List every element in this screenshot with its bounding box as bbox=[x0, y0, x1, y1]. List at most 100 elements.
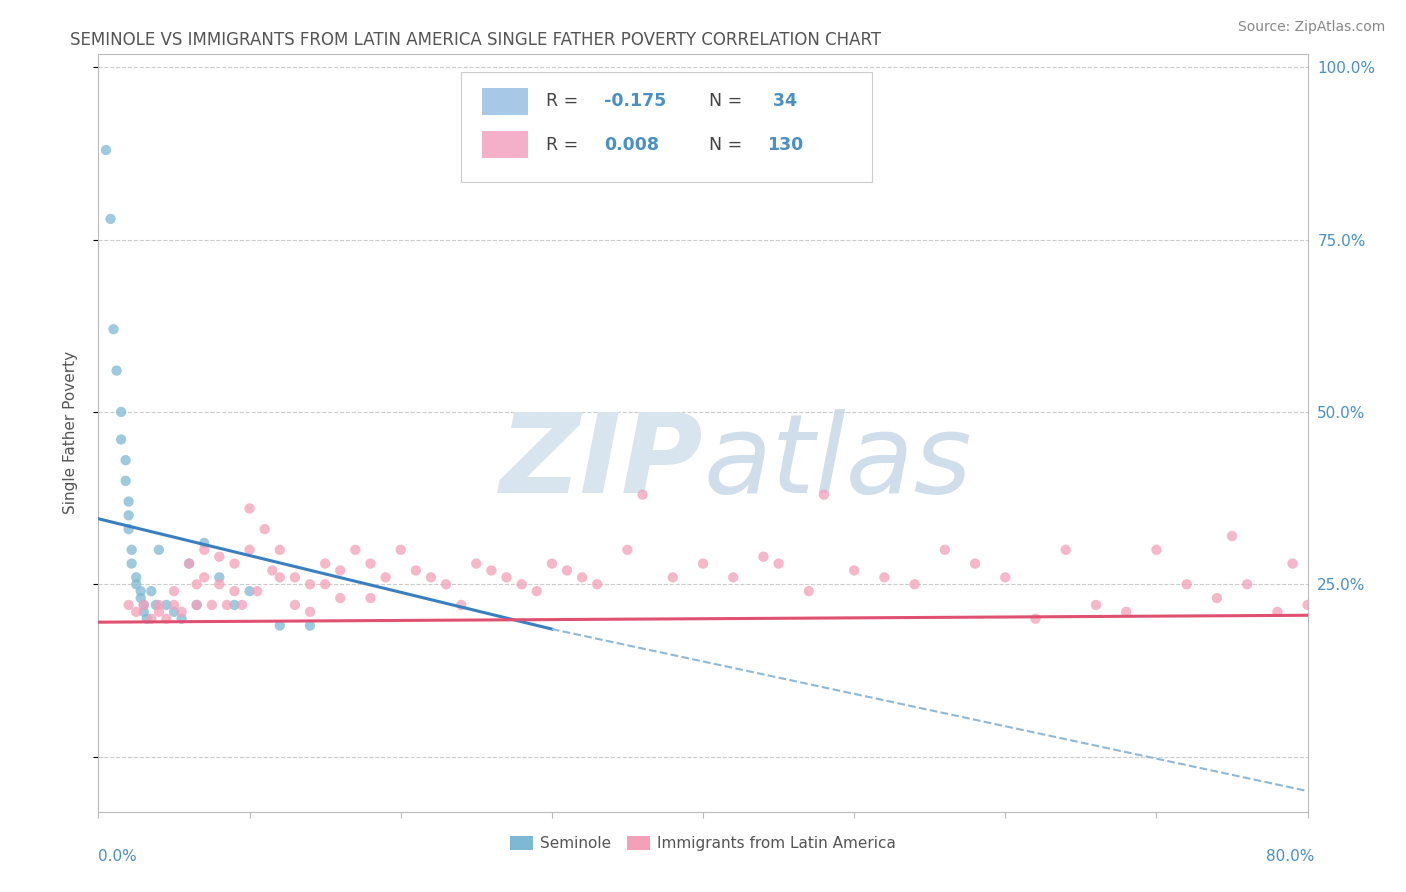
Point bbox=[360, 557, 382, 571]
Text: -0.175: -0.175 bbox=[603, 92, 666, 111]
Point bbox=[186, 598, 208, 612]
Point bbox=[163, 598, 186, 612]
Point bbox=[141, 612, 163, 626]
FancyBboxPatch shape bbox=[482, 87, 527, 115]
Point bbox=[495, 570, 517, 584]
Legend: Seminole, Immigrants from Latin America: Seminole, Immigrants from Latin America bbox=[503, 830, 903, 857]
Point bbox=[148, 598, 170, 612]
Point bbox=[155, 612, 177, 626]
Point bbox=[155, 598, 177, 612]
Point bbox=[231, 598, 253, 612]
Point bbox=[208, 570, 231, 584]
Point bbox=[904, 577, 927, 591]
Y-axis label: Single Father Poverty: Single Father Poverty bbox=[63, 351, 77, 514]
Point bbox=[1085, 598, 1108, 612]
Point bbox=[129, 591, 152, 605]
Point bbox=[163, 605, 186, 619]
Point bbox=[193, 536, 215, 550]
Point bbox=[284, 570, 307, 584]
FancyBboxPatch shape bbox=[461, 72, 872, 183]
Text: ZIP: ZIP bbox=[499, 409, 703, 516]
Point bbox=[94, 143, 117, 157]
Point bbox=[344, 542, 367, 557]
Point bbox=[434, 577, 457, 591]
Point bbox=[994, 570, 1017, 584]
Text: 0.0%: 0.0% bbox=[98, 849, 138, 863]
Point bbox=[299, 577, 322, 591]
Point bbox=[555, 564, 578, 578]
Point bbox=[148, 605, 170, 619]
Text: 80.0%: 80.0% bbox=[1267, 849, 1315, 863]
Text: 34: 34 bbox=[768, 92, 797, 111]
Point bbox=[224, 584, 246, 599]
Point bbox=[1054, 542, 1077, 557]
Text: 0.008: 0.008 bbox=[603, 136, 659, 153]
Point bbox=[170, 605, 193, 619]
Point bbox=[105, 363, 128, 377]
Point bbox=[110, 405, 132, 419]
Point bbox=[125, 577, 148, 591]
Point bbox=[661, 570, 683, 584]
Point bbox=[389, 542, 412, 557]
Point bbox=[215, 598, 238, 612]
Point bbox=[132, 605, 155, 619]
Text: N =: N = bbox=[709, 92, 748, 111]
Point bbox=[299, 618, 322, 632]
Point bbox=[510, 577, 533, 591]
Point bbox=[1296, 598, 1319, 612]
Point bbox=[329, 564, 352, 578]
Point bbox=[239, 501, 262, 516]
Point bbox=[616, 542, 638, 557]
Point bbox=[179, 557, 201, 571]
Point bbox=[110, 433, 132, 447]
Point bbox=[121, 557, 143, 571]
Text: R =: R = bbox=[546, 136, 583, 153]
Point bbox=[360, 591, 382, 605]
Point bbox=[526, 584, 548, 599]
Point bbox=[132, 598, 155, 612]
Point bbox=[540, 557, 562, 571]
Point bbox=[284, 598, 307, 612]
Point bbox=[125, 570, 148, 584]
Point bbox=[145, 598, 167, 612]
Point bbox=[269, 542, 291, 557]
Point bbox=[262, 564, 284, 578]
Point bbox=[1220, 529, 1243, 543]
Point bbox=[1236, 577, 1258, 591]
Point bbox=[118, 508, 141, 523]
Point bbox=[813, 488, 835, 502]
Point bbox=[299, 605, 322, 619]
Point bbox=[114, 474, 136, 488]
Point bbox=[752, 549, 775, 564]
Point bbox=[844, 564, 866, 578]
Point bbox=[208, 577, 231, 591]
Text: 130: 130 bbox=[768, 136, 803, 153]
Text: SEMINOLE VS IMMIGRANTS FROM LATIN AMERICA SINGLE FATHER POVERTY CORRELATION CHAR: SEMINOLE VS IMMIGRANTS FROM LATIN AMERIC… bbox=[70, 31, 882, 49]
Point bbox=[179, 557, 201, 571]
Point bbox=[118, 522, 141, 536]
Point bbox=[631, 488, 654, 502]
Point bbox=[118, 494, 141, 508]
Point bbox=[934, 542, 956, 557]
Point bbox=[224, 557, 246, 571]
Point bbox=[170, 612, 193, 626]
Point bbox=[465, 557, 488, 571]
Point bbox=[125, 605, 148, 619]
Point bbox=[193, 542, 215, 557]
Text: N =: N = bbox=[709, 136, 748, 153]
Point bbox=[723, 570, 745, 584]
Point bbox=[420, 570, 443, 584]
Point bbox=[118, 598, 141, 612]
Point bbox=[129, 584, 152, 599]
Point bbox=[148, 542, 170, 557]
Point bbox=[193, 570, 215, 584]
Point bbox=[314, 557, 336, 571]
Point bbox=[253, 522, 276, 536]
Point bbox=[246, 584, 269, 599]
Point bbox=[873, 570, 896, 584]
Point bbox=[1115, 605, 1137, 619]
Point bbox=[374, 570, 396, 584]
Point bbox=[586, 577, 609, 591]
Point bbox=[1206, 591, 1229, 605]
Point bbox=[768, 557, 790, 571]
